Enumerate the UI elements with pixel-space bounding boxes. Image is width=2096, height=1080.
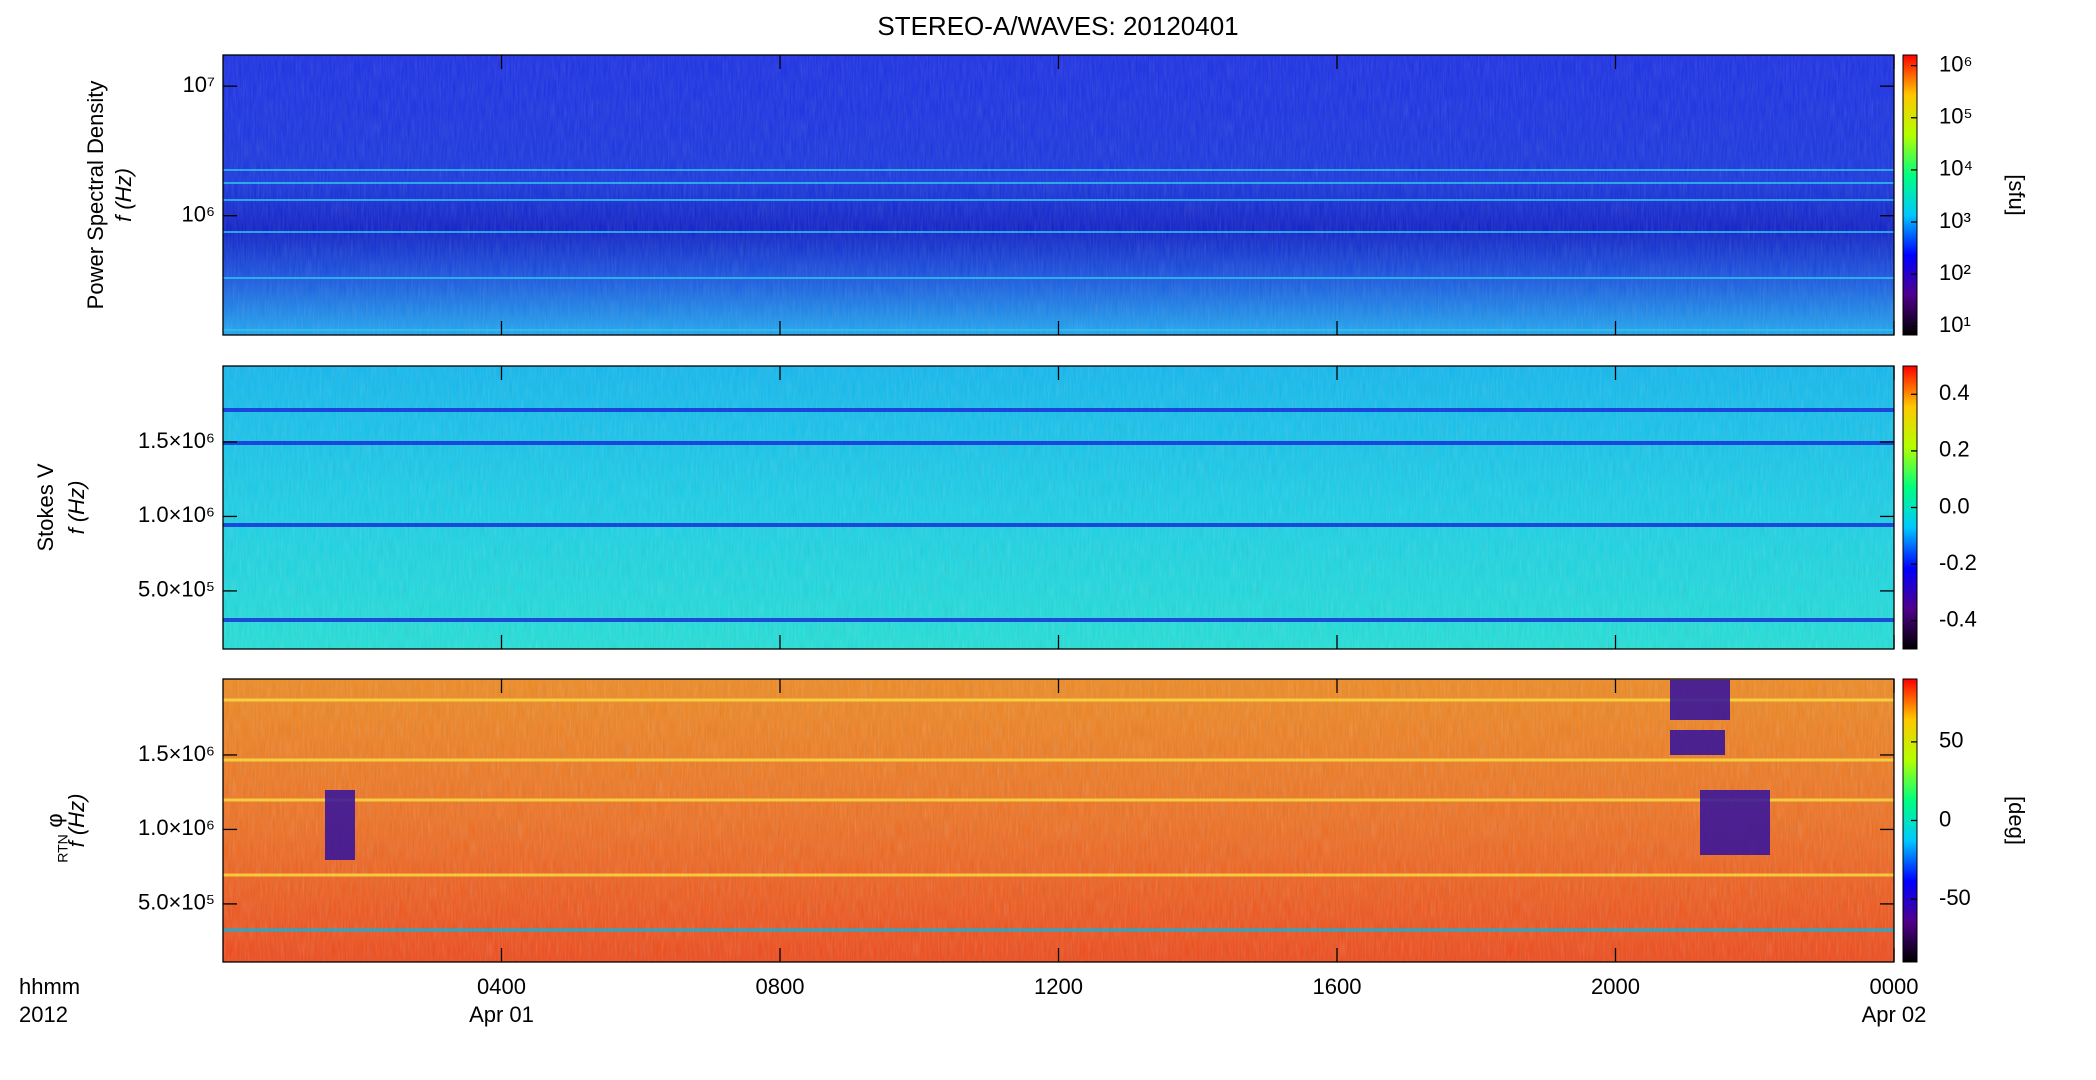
colorbar-tick-label: 0.2	[1939, 437, 1970, 462]
colorbar-tick-label: -50	[1939, 885, 1971, 910]
y-axis-unit: f (Hz)	[64, 481, 89, 535]
x-tick-label: 1200	[1034, 974, 1083, 999]
x-tick-label: 0800	[756, 974, 805, 999]
x-axis-year: 2012	[19, 1002, 68, 1027]
x-axis-unit: hhmm	[19, 974, 80, 999]
x-tick-label: 1600	[1313, 974, 1362, 999]
colorbar-tick-label: -0.2	[1939, 550, 1977, 575]
colorbar-tick-label: 0.4	[1939, 380, 1970, 405]
chart-title: STEREO-A/WAVES: 20120401	[877, 11, 1238, 41]
colorbar-tick-label: 10¹	[1939, 312, 1971, 337]
y-tick-label: 5.0×10⁵	[138, 890, 215, 915]
colorbar-tick-label: 50	[1939, 728, 1963, 753]
x-tick-label: 2000	[1591, 974, 1640, 999]
x-date-label: Apr 01	[469, 1002, 534, 1027]
y-tick-label: 1.5×10⁶	[138, 741, 215, 766]
x-tick-label: 0000	[1870, 974, 1919, 999]
colorbar-tick-label: 10⁶	[1939, 51, 1973, 76]
y-axis-unit: f (Hz)	[111, 168, 136, 222]
colorbar-tick-label: 10⁵	[1939, 104, 1973, 129]
colorbar-tick-label: -0.4	[1939, 607, 1977, 632]
colorbar-label: [sfu]	[2004, 174, 2029, 216]
y-axis-unit: f (Hz)	[64, 794, 89, 848]
y-tick-label: 10⁶	[181, 202, 215, 227]
y-tick-label: 1.0×10⁶	[138, 815, 215, 840]
colorbar-tick-label: 10⁴	[1939, 156, 1973, 181]
y-tick-label: 5.0×10⁵	[138, 577, 215, 602]
y-tick-label: 10⁷	[183, 72, 215, 97]
y-axis-label: φ	[42, 813, 67, 827]
colorbar-tick-label: 10²	[1939, 260, 1971, 285]
y-axis-label-sub: RTN	[55, 834, 71, 863]
y-tick-label: 1.0×10⁶	[138, 502, 215, 527]
y-axis-label: Stokes V	[33, 463, 58, 551]
colorbar-tick-label: 0.0	[1939, 493, 1970, 518]
colorbar-tick-label: 0	[1939, 806, 1951, 831]
y-axis-label: Power Spectral Density	[83, 81, 108, 310]
x-date-label: Apr 02	[1862, 1002, 1927, 1027]
colorbar	[1902, 54, 1918, 336]
colorbar-tick-label: 10³	[1939, 208, 1971, 233]
colorbar-label: [deg]	[2004, 796, 2029, 845]
spectrogram-texture	[223, 55, 1894, 962]
y-tick-label: 1.5×10⁶	[138, 428, 215, 453]
x-tick-label: 0400	[477, 974, 526, 999]
